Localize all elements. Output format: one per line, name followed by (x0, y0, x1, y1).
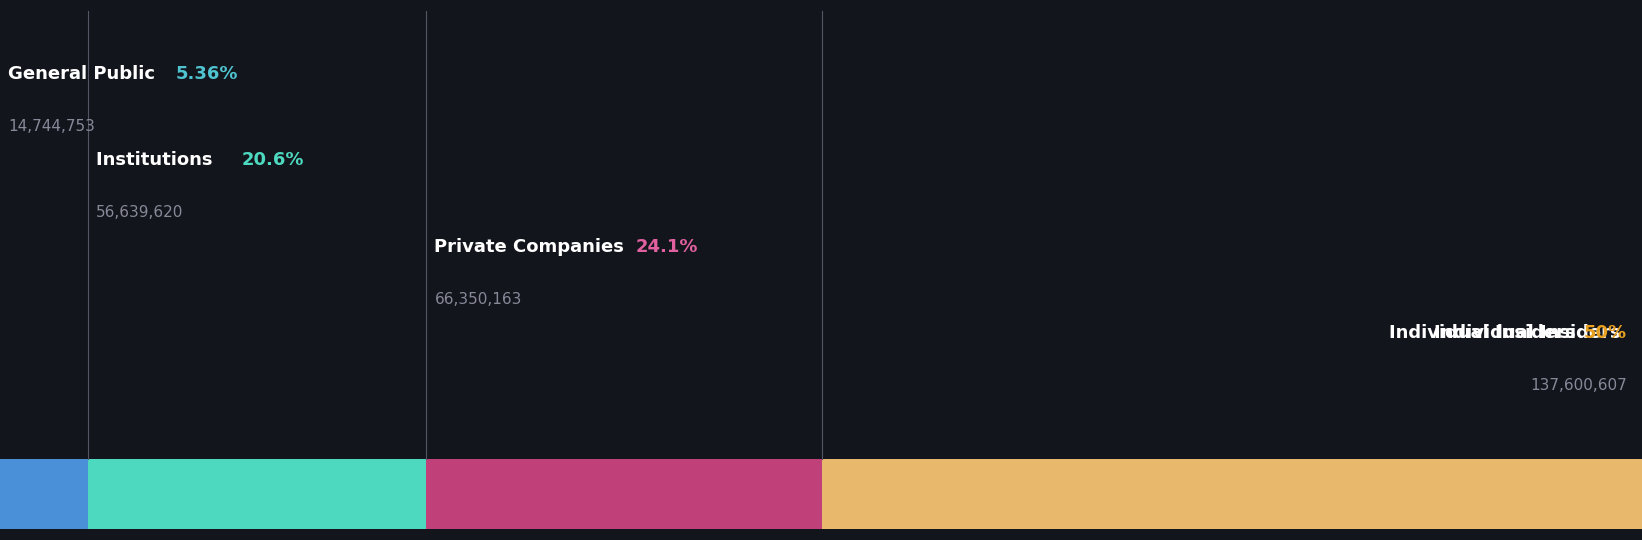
Text: 14,744,753: 14,744,753 (8, 119, 95, 134)
Text: Individual Insiders: Individual Insiders (1433, 324, 1627, 342)
FancyBboxPatch shape (89, 459, 427, 529)
FancyBboxPatch shape (823, 459, 1642, 529)
Text: 5.36%: 5.36% (176, 65, 238, 83)
Text: 20.6%: 20.6% (241, 151, 304, 169)
Text: 24.1%: 24.1% (635, 238, 698, 255)
FancyBboxPatch shape (0, 459, 89, 529)
Text: 50%: 50% (1583, 324, 1627, 342)
Text: General Public: General Public (8, 65, 161, 83)
Text: 137,600,607: 137,600,607 (1530, 378, 1627, 393)
Text: 56,639,620: 56,639,620 (97, 205, 184, 220)
Text: 66,350,163: 66,350,163 (435, 292, 522, 307)
FancyBboxPatch shape (427, 459, 823, 529)
Text: Individual Insiders: Individual Insiders (1389, 324, 1581, 342)
Text: Private Companies: Private Companies (435, 238, 631, 255)
Text: Institutions: Institutions (97, 151, 218, 169)
